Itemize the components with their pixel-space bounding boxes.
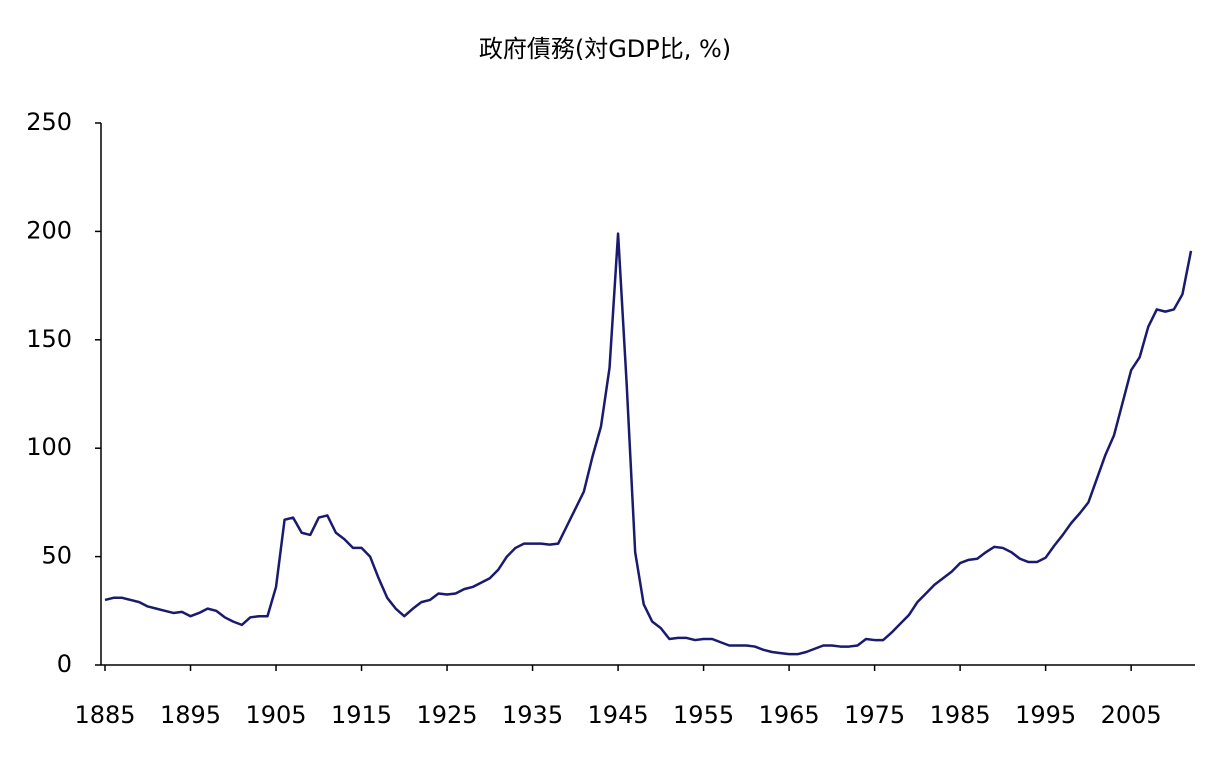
x-tick-label: 1895 (160, 701, 221, 729)
data-line (104, 232, 1193, 656)
y-tick-label: 100 (26, 433, 72, 461)
y-tick-label: 150 (26, 325, 72, 353)
y-tick-label: 0 (57, 650, 72, 678)
x-tick-label: 1995 (1015, 701, 1076, 729)
x-tick-label: 1915 (331, 701, 392, 729)
y-tick-label: 50 (41, 542, 72, 570)
y-tick-label: 200 (26, 216, 72, 244)
x-tick-label: 1985 (930, 701, 991, 729)
x-tick-label: 1905 (245, 701, 306, 729)
x-tick-label: 1925 (417, 701, 478, 729)
y-tick-label: 250 (26, 108, 72, 136)
chart-title: 政府債務(対GDP比, %) (479, 35, 731, 63)
x-tick-label: 1955 (673, 701, 734, 729)
x-tick-label: 1965 (759, 701, 820, 729)
x-tick-label: 2005 (1101, 701, 1162, 729)
x-tick-label: 1885 (74, 701, 135, 729)
x-tick-label: 1935 (502, 701, 563, 729)
x-tick-label: 1975 (844, 701, 905, 729)
x-tick-label: 1945 (588, 701, 649, 729)
